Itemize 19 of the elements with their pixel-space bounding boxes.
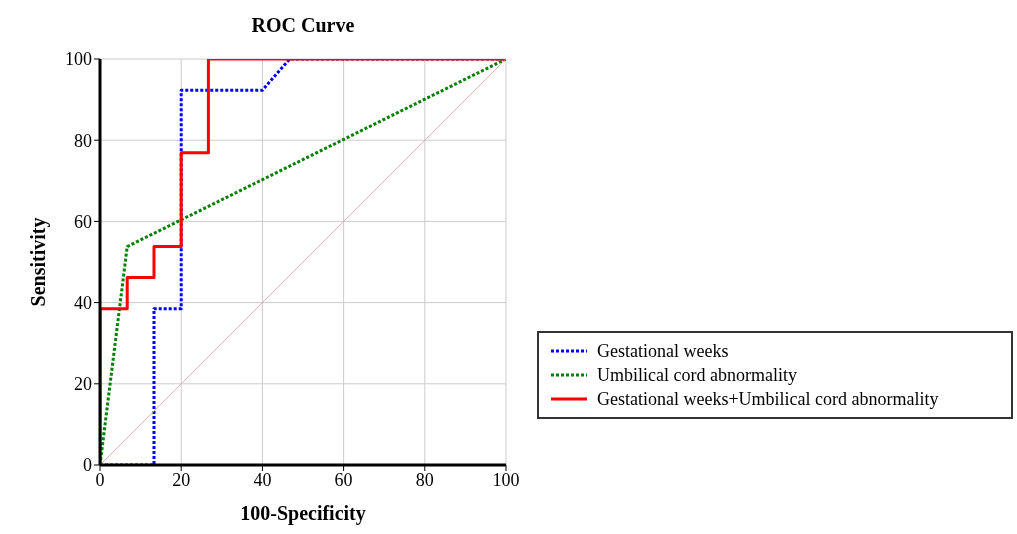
y-axis-title: Sensitivity <box>27 217 51 307</box>
legend-label: Umbilical cord abnormality <box>597 364 797 386</box>
y-tick-label: 20 <box>74 374 92 395</box>
x-tick-label: 100 <box>492 469 520 490</box>
line-series <box>100 59 506 465</box>
x-tick-label: 60 <box>334 469 353 490</box>
x-tick-label: 40 <box>253 469 272 490</box>
x-tick-label: 80 <box>415 469 434 490</box>
y-tick-label: 40 <box>74 292 92 313</box>
legend-label: Gestational weeks+Umbilical cord abnormality <box>597 388 939 410</box>
y-tick-label: 0 <box>83 455 92 476</box>
x-axis-title: 100-Specificity <box>240 502 366 525</box>
legend-label: Gestational weeks <box>597 340 729 362</box>
x-tick-label: 0 <box>95 469 105 490</box>
x-tick-label: 20 <box>172 469 191 490</box>
chart-title: ROC Curve <box>250 14 356 37</box>
y-tick-label: 60 <box>74 211 92 232</box>
y-tick-label: 100 <box>65 49 92 70</box>
y-tick-label: 80 <box>74 130 92 151</box>
